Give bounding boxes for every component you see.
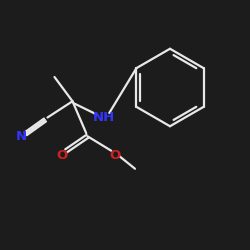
Text: NH: NH xyxy=(93,111,115,124)
Text: O: O xyxy=(56,149,68,162)
Text: N: N xyxy=(16,130,27,143)
Text: O: O xyxy=(110,149,121,162)
